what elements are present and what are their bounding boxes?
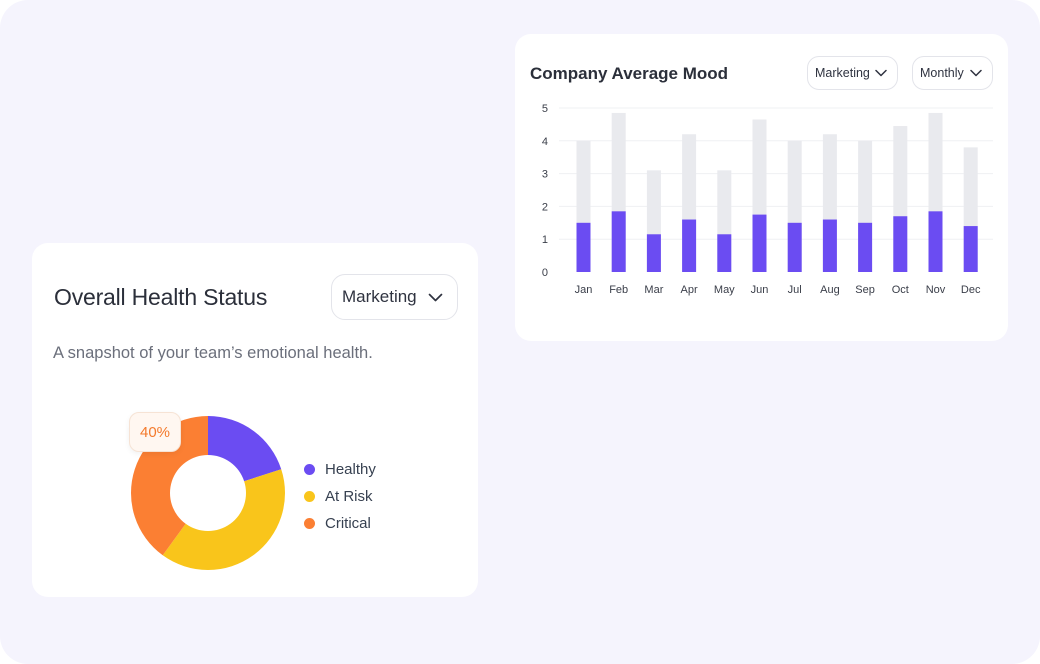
legend-item-at-risk: At Risk (304, 483, 376, 510)
legend-dot-healthy (304, 464, 315, 475)
health-team-dropdown-label: Marketing (342, 287, 417, 306)
donut-slice-healthy (208, 416, 282, 482)
bar-mood (893, 216, 908, 272)
company-average-mood-card: 0 1 2 3 4 5 Jan Feb Mar Apr May Jun Jul Aug Sep Oct Nov D… (515, 34, 1008, 341)
health-donut-chart (130, 416, 285, 570)
bar-mood (682, 219, 697, 272)
bar-mood (646, 234, 661, 272)
x-tick-label: Jan (575, 284, 593, 296)
mood-chart-title: Company Average Mood (530, 64, 729, 83)
y-tick-label: 1 (542, 234, 548, 246)
chevron-down-icon (970, 66, 982, 80)
x-tick-label: Jun (751, 284, 769, 296)
mood-team-dropdown[interactable]: Marketing (807, 56, 898, 90)
health-card-title: Overall Health Status (54, 284, 268, 310)
chevron-down-icon (875, 66, 887, 80)
y-tick-label: 4 (542, 136, 548, 148)
donut-legend: Healthy At Risk Critical (304, 456, 376, 537)
x-tick-label: May (714, 284, 735, 296)
x-tick-label: Aug (820, 284, 840, 296)
legend-dot-critical (304, 518, 315, 529)
bar-mood (963, 226, 978, 272)
x-tick-label: Jul (788, 284, 802, 296)
x-tick-label: Oct (892, 284, 909, 296)
x-tick-label: Mar (644, 284, 663, 296)
legend-item-healthy: Healthy (304, 456, 376, 483)
legend-label-at-risk: At Risk (325, 488, 373, 505)
x-tick-label: Sep (855, 284, 875, 296)
bar-mood (576, 222, 591, 272)
legend-label-critical: Critical (325, 515, 371, 532)
x-tick-label: Nov (926, 284, 946, 296)
mood-period-dropdown[interactable]: Monthly (912, 56, 993, 90)
bar-mood (611, 211, 626, 272)
mood-bar-chart: 0 1 2 3 4 5 Jan Feb Mar Apr May Jun Jul Aug Sep Oct Nov D… (542, 103, 993, 296)
health-card-subtitle: A snapshot of your team’s emotional heal… (53, 344, 373, 362)
donut-value-tooltip: 40% (129, 412, 181, 452)
legend-dot-at-risk (304, 491, 315, 502)
bar-mood (752, 214, 767, 272)
donut-slice-at-risk (162, 469, 285, 570)
legend-item-critical: Critical (304, 510, 376, 537)
mood-team-dropdown-label: Marketing (815, 66, 870, 80)
y-tick-label: 5 (542, 103, 548, 115)
y-tick-label: 3 (542, 169, 548, 181)
x-tick-label: Apr (681, 284, 698, 296)
bar-mood (822, 219, 837, 272)
bar-mood (787, 222, 802, 272)
x-tick-label: Dec (961, 284, 981, 296)
bar-mood (717, 234, 732, 272)
bar-mood (858, 222, 873, 272)
x-tick-label: Feb (609, 284, 628, 296)
overall-health-status-card: Overall Health Status Marketing A snapsh… (32, 243, 478, 597)
y-tick-label: 2 (542, 201, 548, 213)
legend-label-healthy: Healthy (325, 461, 376, 478)
y-tick-label: 0 (542, 267, 548, 279)
chevron-down-icon (428, 287, 443, 307)
mood-period-dropdown-label: Monthly (920, 66, 964, 80)
bar-mood (928, 211, 943, 272)
health-team-dropdown[interactable]: Marketing (331, 274, 458, 320)
